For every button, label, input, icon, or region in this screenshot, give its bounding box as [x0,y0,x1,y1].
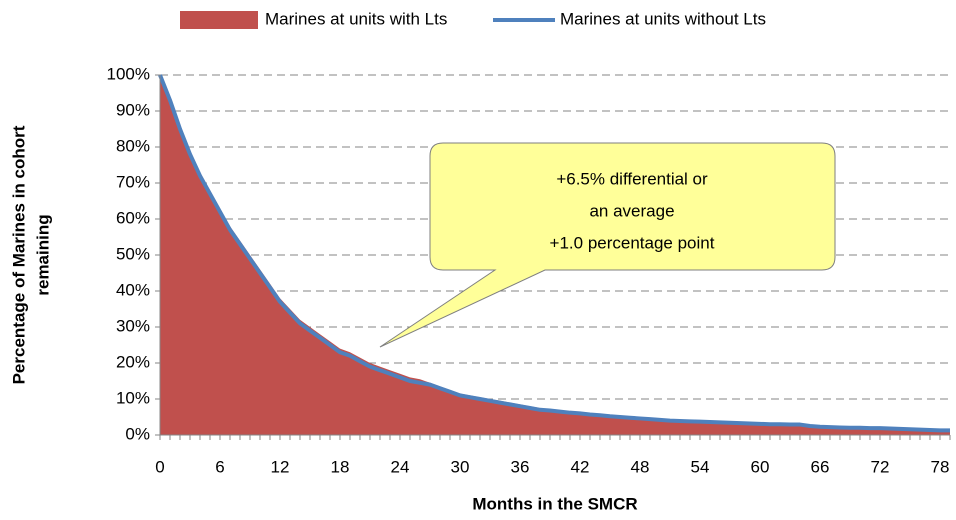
x-tick-label: 66 [811,457,830,476]
callout [379,142,836,348]
x-axis-title: Months in the SMCR [472,494,637,513]
y-axis-title: Percentage of Marines in cohort [9,125,28,384]
x-tick-label: 30 [451,457,470,476]
y-tick-label: 50% [116,244,150,263]
x-tick-label: 72 [871,457,890,476]
x-tick-label: 24 [391,457,410,476]
x-tick-label: 18 [331,457,350,476]
legend-label: Marines at units without Lts [560,9,766,28]
x-tick-label: 6 [215,457,224,476]
y-axis-title: remaining [33,214,52,295]
line [158,74,950,433]
legend-swatch [180,11,258,29]
y-tick-label: 60% [116,208,150,227]
x-tick-label: 54 [691,457,710,476]
x-tick-label: 36 [511,457,530,476]
y-tick-label: 10% [116,388,150,407]
legend-label: Marines at units with Lts [265,9,447,28]
y-tick-label: 100% [107,64,150,83]
area [160,75,950,435]
y-tick-label: 80% [116,136,150,155]
x-tick-label: 48 [631,457,650,476]
x-tick-label: 78 [931,457,950,476]
callout-text: an average [589,201,674,220]
x-tick-label: 60 [751,457,770,476]
x-tick-label: 12 [271,457,290,476]
y-tick-label: 70% [116,172,150,191]
y-tick-label: 40% [116,280,150,299]
x-tick-label: 42 [571,457,590,476]
callout-text: +1.0 percentage point [550,233,715,252]
y-tick-label: 30% [116,316,150,335]
x-tick-label: 0 [155,457,164,476]
y-tick-label: 90% [116,100,150,119]
callout-text: +6.5% differential or [556,169,708,188]
y-tick-label: 20% [116,352,150,371]
y-tick-label: 0% [125,424,150,443]
